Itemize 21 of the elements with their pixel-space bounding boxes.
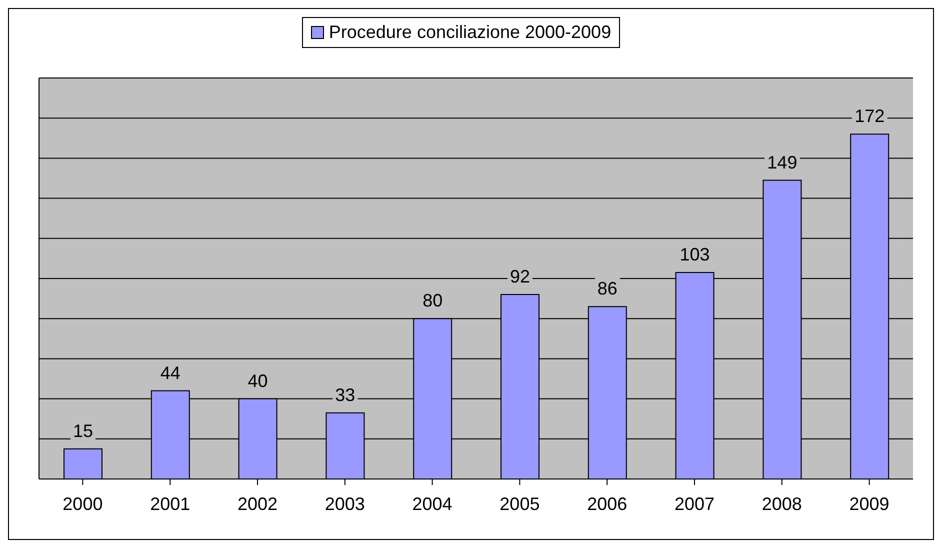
data-label: 15 [72, 420, 94, 441]
data-label: 33 [335, 384, 356, 405]
x-tick-label: 2009 [849, 494, 890, 514]
data-label: 80 [422, 290, 443, 311]
x-tick-label: 2004 [412, 494, 452, 514]
x-tick-label: 2003 [324, 494, 365, 514]
x-tick-label: 2001 [150, 494, 190, 514]
data-label: 44 [160, 362, 180, 383]
legend-label: Procedure conciliazione 2000-2009 [328, 22, 612, 43]
data-label: 92 [510, 266, 530, 287]
x-tick-label: 2007 [674, 494, 715, 514]
x-tick-label: 2005 [500, 494, 540, 514]
data-label: 172 [854, 106, 885, 126]
x-tick-label: 2000 [62, 494, 103, 514]
data-label: 149 [767, 152, 798, 172]
data-label: 103 [680, 244, 710, 264]
x-tick-label: 2006 [587, 494, 628, 514]
x-tick-label: 2002 [237, 494, 278, 514]
x-tick-label: 2008 [762, 494, 802, 514]
data-label: 86 [597, 278, 618, 299]
data-label: 40 [248, 370, 268, 391]
